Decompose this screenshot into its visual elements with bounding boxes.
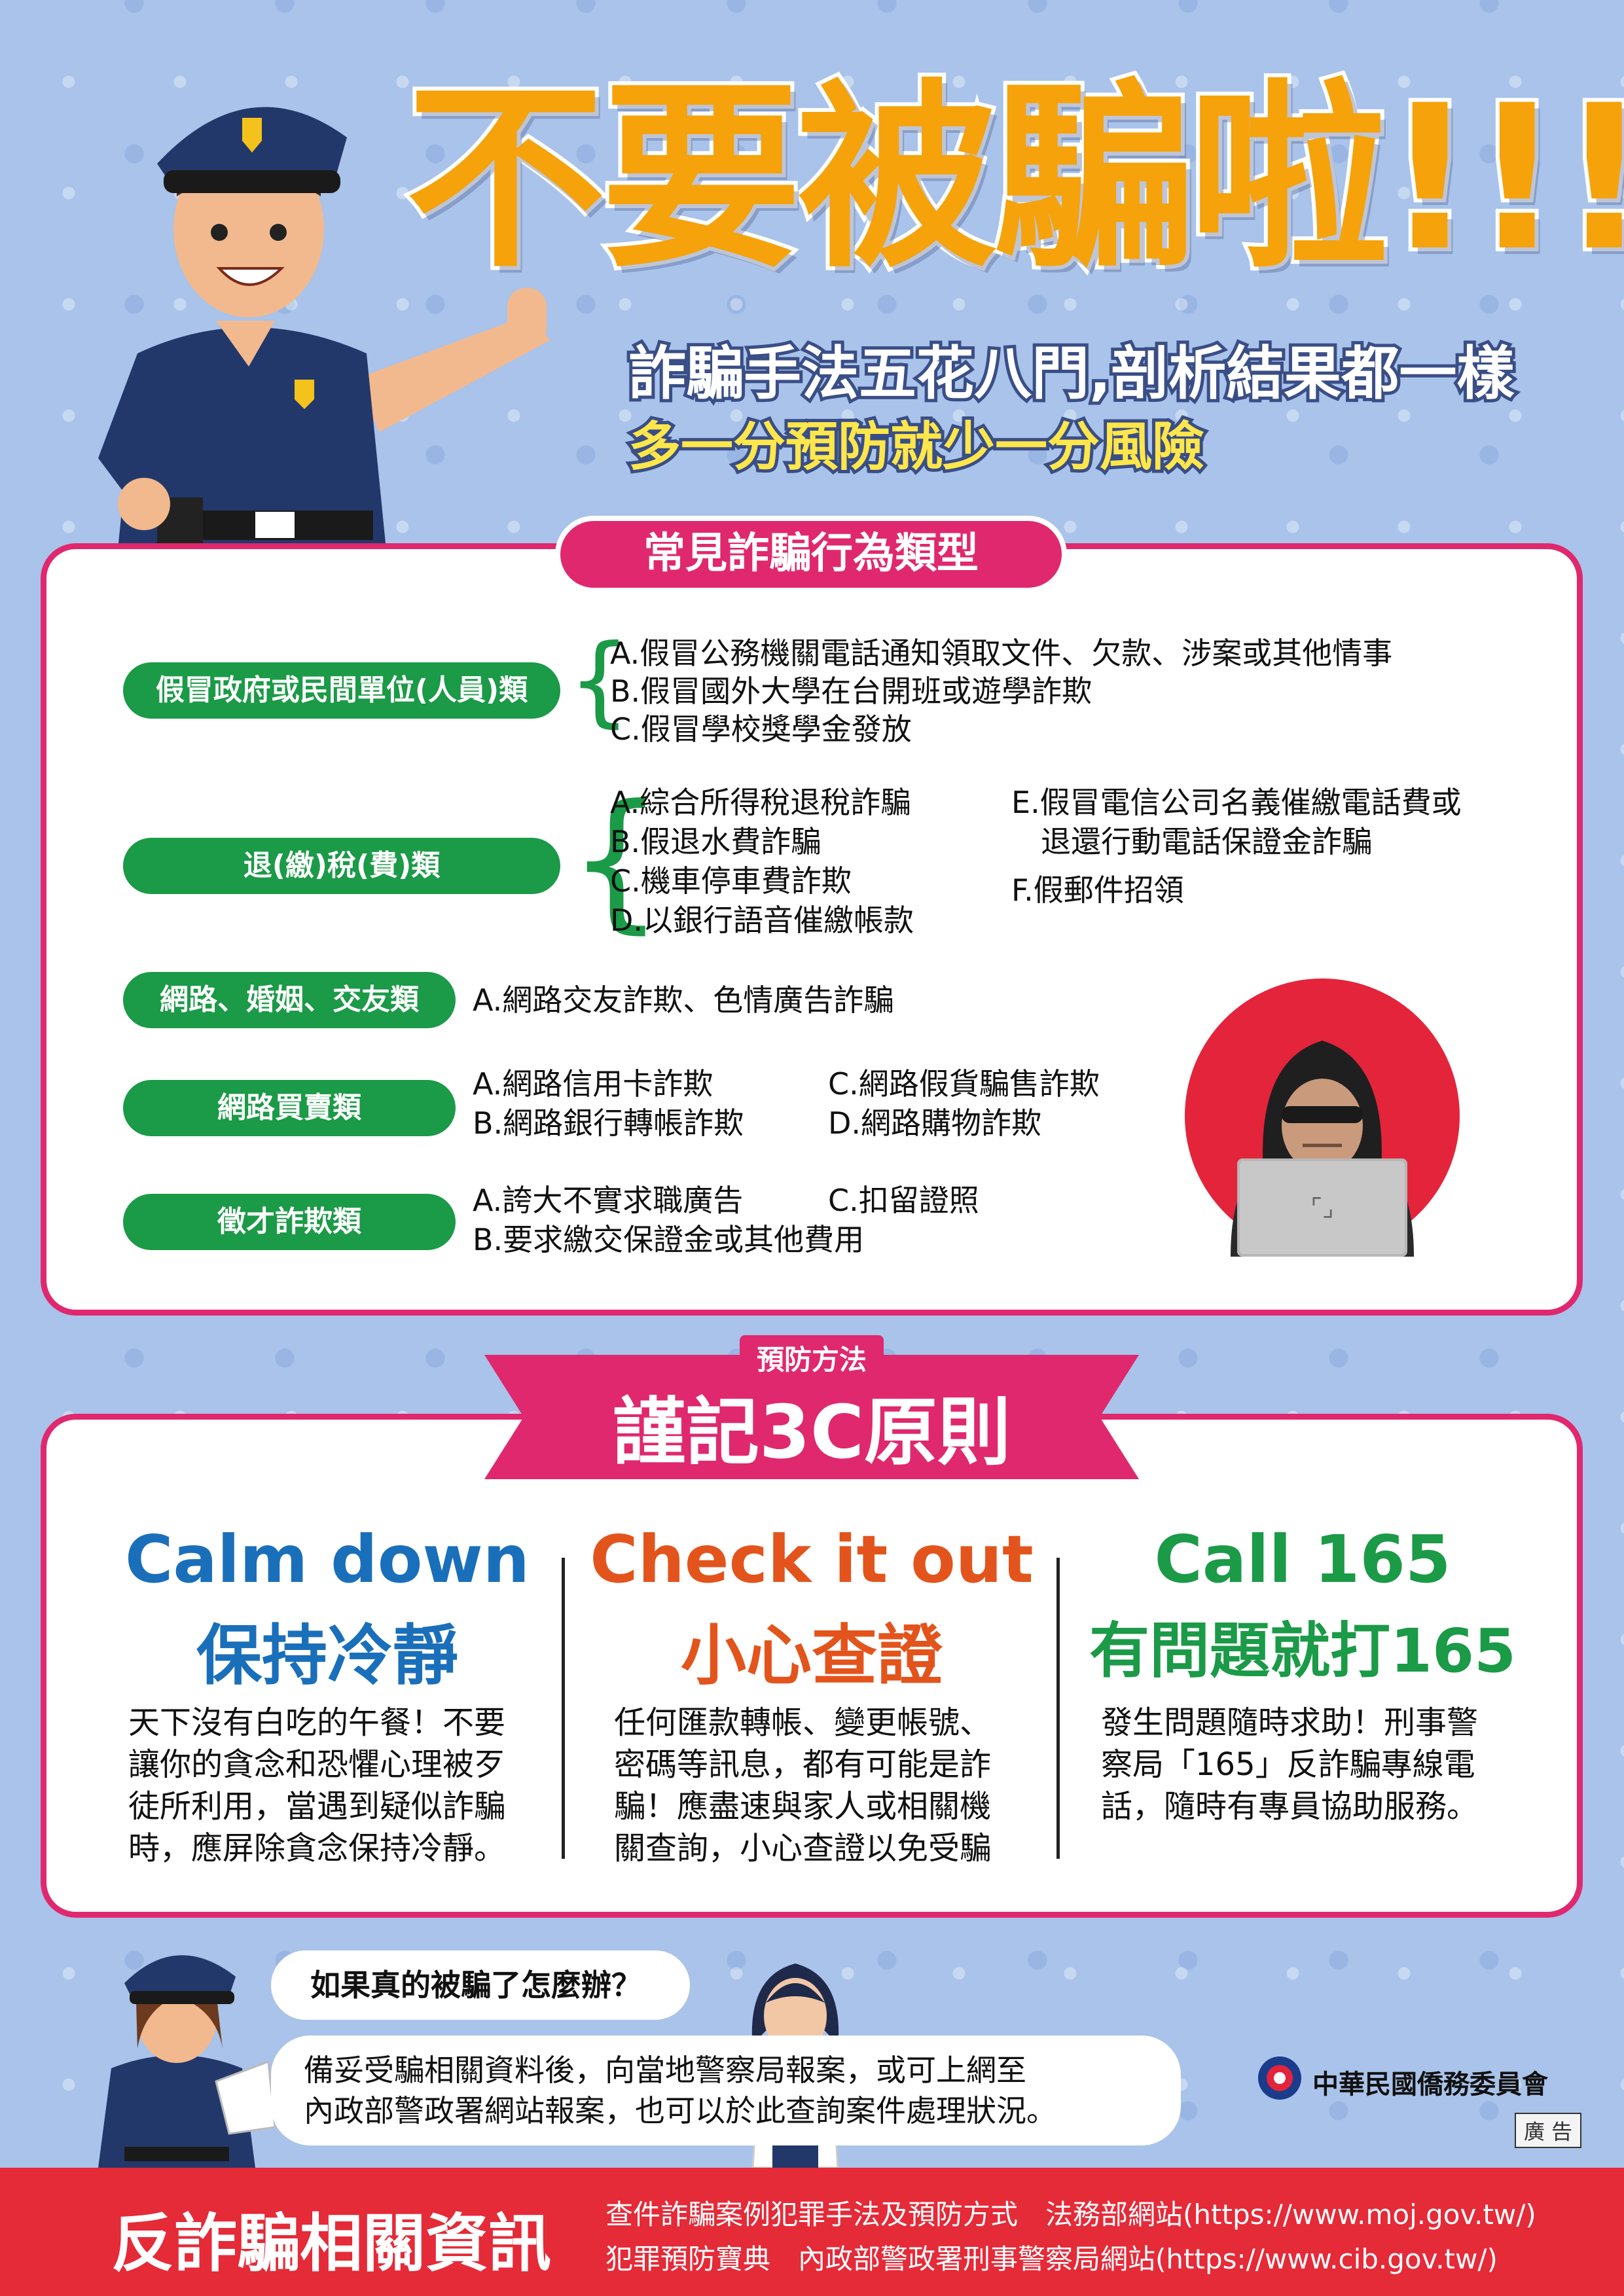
faq-question: 如果真的被騙了怎麼辦？ (310, 1967, 641, 2003)
column-divider (1056, 1558, 1060, 1859)
fraud-item: C.假冒學校獎學金發放 (610, 711, 912, 747)
fraud-item: A.網路交友詐欺、色情廣告詐騙 (473, 982, 894, 1018)
faq-answer-bubble: 備妥受騙相關資料後，向當地警察局報案，或可上網至 內政部警政署網站報案，也可以於… (271, 2036, 1181, 2145)
fraud-item: C.網路假貨騙售詐欺 (828, 1066, 1100, 1102)
fraud-item: A.網路信用卡詐欺 (473, 1066, 713, 1102)
column-divider (562, 1558, 565, 1859)
fraud-item: F.假郵件招領 (1011, 872, 1184, 908)
prevention-title: 謹記3C原則 (612, 1390, 1011, 1475)
hacker-illustration: ⌜⌟ (1185, 978, 1460, 1257)
category-online-dating: 網路、婚姻、交友類 (123, 972, 456, 1028)
headline-subtitle-2: 多一分預防就少一分風險 (625, 413, 1208, 480)
fraud-item: A.假冒公務機關電話通知領取文件、欠款、涉案或其他情事 (610, 636, 1393, 671)
fraud-item: D.以銀行語音催繳帳款 (610, 903, 914, 938)
ad-label: 廣 告 (1515, 2113, 1582, 2148)
footer-link-moj[interactable]: 查件詐騙案例犯罪手法及預防方式 法務部網站(https://www.moj.go… (605, 2198, 1536, 2231)
call-165-subheading: 有問題就打165 (1089, 1616, 1517, 1686)
fraud-item: D.網路購物詐欺 (828, 1105, 1042, 1141)
fraud-item: A.綜合所得稅退稅詐騙 (610, 785, 911, 820)
check-it-out-text: 任何匯款轉帳、變更帳號、密碼等訊息，都有可能是詐騙！應盡速與家人或相關機關查詢，… (614, 1704, 992, 1867)
brace-icon: { (568, 773, 664, 948)
faq-answer-line-1: 備妥受騙相關資料後，向當地警察局報案，或可上網至 (304, 2053, 1026, 2088)
fraud-item: E.假冒電信公司名義催繳電話費或 (1011, 785, 1462, 820)
call-165-heading: Call 165 (1154, 1521, 1451, 1598)
headline-subtitle-1: 詐騙手法五花八門,剖析結果都一樣 (625, 336, 1517, 410)
fraud-types-heading: 常見詐騙行為類型 (555, 516, 1067, 593)
svg-text:⌜⌟: ⌜⌟ (1310, 1193, 1334, 1222)
fraud-item: B.網路銀行轉帳詐欺 (473, 1105, 744, 1141)
policewoman-illustration (98, 1955, 275, 2168)
footer-title: 反詐騙相關資訊 (111, 2207, 551, 2280)
fraud-item: B.要求繳交保證金或其他費用 (473, 1222, 865, 1257)
calm-down-text: 天下沒有白吃的午餐！不要讓你的貪念和恐懼心理被歹徒所利用，當遇到疑似詐騙時，應屏… (128, 1704, 506, 1867)
calm-down-subheading: 保持冷靜 (196, 1617, 458, 1694)
emblem-icon (1258, 2056, 1301, 2100)
call-165-text: 發生問題隨時求助！刑事警察局「165」反詐騙專線電話，隨時有專員協助服務。 (1101, 1704, 1479, 1825)
fraud-item: 退還行動電話保證金詐騙 (1041, 824, 1372, 859)
police-officer-illustration (98, 107, 550, 550)
brace-icon: { (568, 624, 631, 738)
calm-down-heading: Calm down (124, 1521, 530, 1598)
faq-question-bubble: 如果真的被騙了怎麼辦？ (271, 1950, 690, 2020)
category-job-scam: 徵才詐欺類 (123, 1194, 456, 1250)
check-it-out-heading: Check it out (590, 1521, 1034, 1598)
fraud-item: B.假退水費詐騙 (610, 824, 821, 859)
fraud-item: A.誇大不實求職廣告 (473, 1183, 744, 1218)
category-online-shopping: 網路買賣類 (123, 1080, 456, 1136)
faq-answer-line-2: 內政部警政署網站報案，也可以於此查詢案件處理狀況。 (304, 2093, 1056, 2128)
fraud-item: B.假冒國外大學在台開班或遊學詐欺 (610, 673, 1092, 709)
footer-link-cib[interactable]: 犯罪預防寶典 內政部警政署刑事警察局網站(https://www.cib.gov… (605, 2243, 1498, 2275)
check-it-out-subheading: 小心查證 (681, 1617, 943, 1694)
category-impersonation: 假冒政府或民間單位(人員)類 (123, 662, 560, 719)
category-tax-refund: 退(繳)稅(費)類 (123, 838, 560, 894)
footer-bar (0, 2168, 1624, 2296)
prevention-small-label: 預防方法 (740, 1335, 884, 1380)
prevention-ribbon (484, 1355, 1139, 1479)
fraud-item: C.扣留證照 (828, 1183, 979, 1218)
headline-title: 不要被騙啦!!! (402, 62, 1624, 295)
fraud-item: C.機車停車費詐欺 (610, 863, 852, 899)
org-name: 中華民國僑務委員會 (1312, 2070, 1548, 2100)
